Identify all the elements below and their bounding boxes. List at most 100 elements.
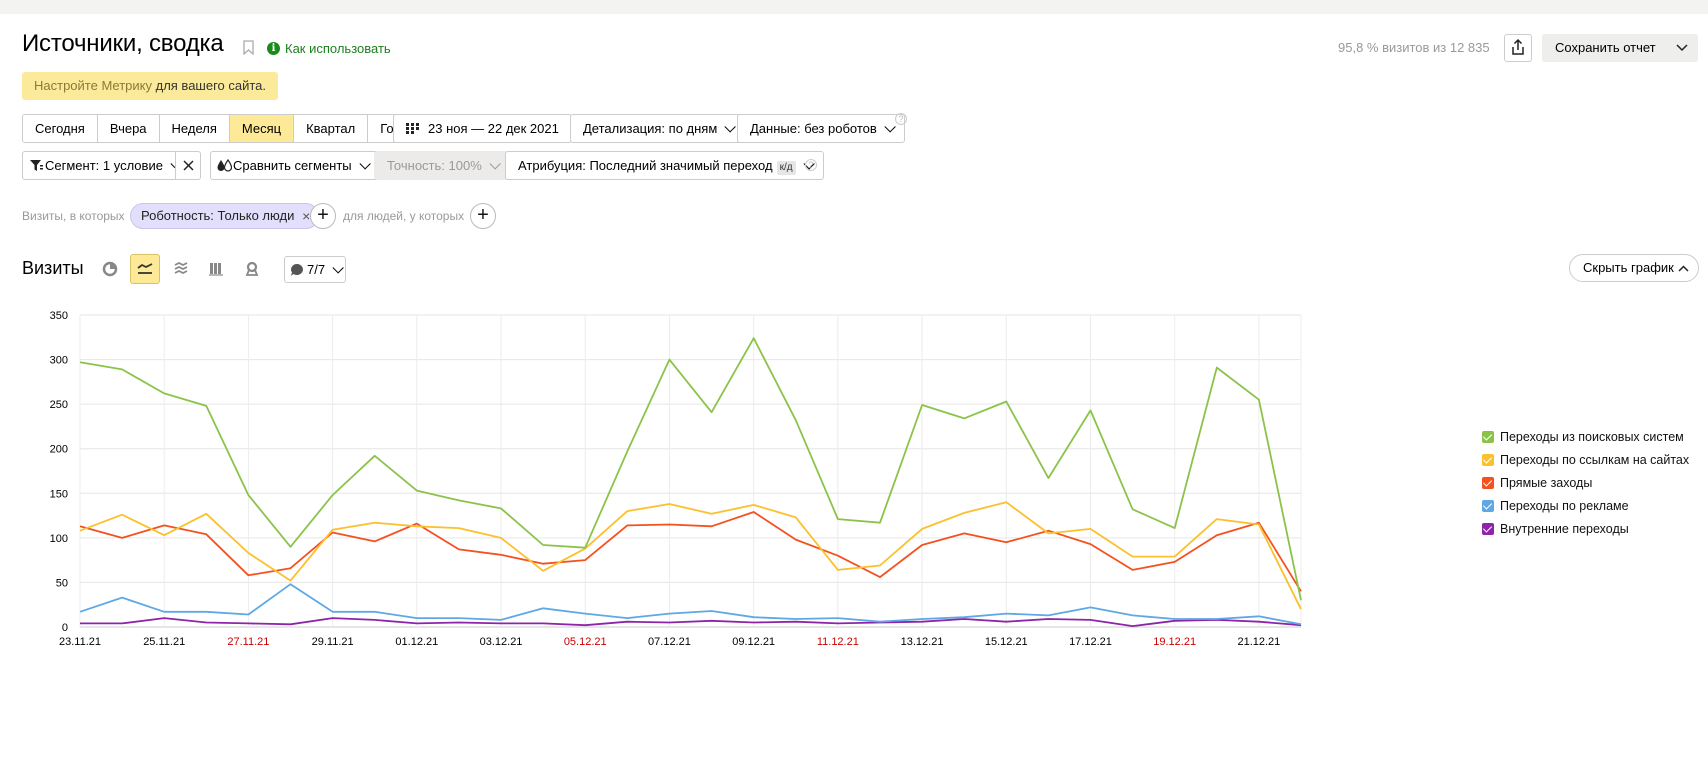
- page-title: Источники, сводка: [22, 30, 224, 57]
- y-tick-label: 50: [56, 577, 68, 589]
- x-tick-label: 01.12.21: [395, 636, 438, 648]
- chip-close-icon[interactable]: ×: [302, 208, 311, 224]
- comment-icon: [291, 264, 303, 276]
- legend-label: Переходы из поисковых систем: [1500, 430, 1684, 444]
- filter-chip[interactable]: Роботность: Только люди ×: [130, 203, 320, 229]
- x-tick-label: 19.12.21: [1153, 636, 1196, 648]
- legend-label: Переходы по ссылкам на сайтах: [1500, 453, 1690, 467]
- y-tick-label: 100: [50, 533, 68, 545]
- period-month[interactable]: Месяц: [229, 115, 295, 142]
- legend-item[interactable]: Переходы из поисковых систем: [1482, 430, 1689, 453]
- help-icon[interactable]: ?: [805, 159, 817, 171]
- bar-chart-icon: [209, 263, 223, 276]
- help-icon[interactable]: ?: [895, 113, 907, 125]
- chart-title: Визиты: [22, 258, 84, 278]
- bookmark-icon[interactable]: [243, 40, 254, 55]
- period-week[interactable]: Неделя: [159, 115, 230, 142]
- close-icon: [183, 160, 194, 171]
- comments-count: 7/7: [307, 262, 326, 277]
- legend-checkbox[interactable]: [1482, 454, 1494, 466]
- area-chart-icon: [174, 261, 188, 275]
- x-tick-label: 13.12.21: [901, 636, 944, 648]
- chevron-down-icon: [359, 158, 371, 170]
- detail-label: Детализация: по дням: [583, 121, 718, 136]
- visits-filter-label: Визиты, в которых: [22, 209, 125, 223]
- x-tick-label: 23.11.21: [59, 636, 101, 648]
- data-filter-label: Данные: без роботов: [750, 121, 877, 136]
- y-tick-label: 350: [50, 310, 68, 322]
- legend-item[interactable]: Переходы по ссылкам на сайтах: [1482, 453, 1689, 476]
- series-line: [80, 617, 1302, 628]
- pie-chart-button[interactable]: [95, 254, 125, 284]
- x-tick-label: 29.11.21: [312, 636, 354, 648]
- legend-checkbox[interactable]: [1482, 523, 1494, 535]
- line-chart-button[interactable]: [130, 254, 160, 284]
- date-range-button[interactable]: 23 ноя — 22 дек 2021: [393, 114, 572, 143]
- filter-icon: [30, 160, 43, 171]
- x-tick-label: 15.12.21: [985, 636, 1028, 648]
- date-range-label: 23 ноя — 22 дек 2021: [428, 121, 559, 136]
- legend-label: Внутренние переходы: [1500, 522, 1629, 536]
- chevron-down-icon: [884, 121, 896, 133]
- series-line: [79, 501, 1302, 610]
- add-visit-filter-button[interactable]: +: [310, 203, 336, 229]
- compare-segments-label: Сравнить сегменты: [233, 158, 352, 173]
- hide-graph-button[interactable]: Скрыть график: [1569, 254, 1699, 282]
- share-icon: [1512, 38, 1524, 55]
- chevron-down-icon: [332, 262, 344, 274]
- comments-dropdown[interactable]: 7/7: [284, 256, 346, 283]
- filter-chip-label: Роботность: Только люди: [141, 208, 295, 223]
- y-tick-label: 200: [50, 444, 68, 456]
- period-quarter[interactable]: Квартал: [294, 115, 369, 142]
- legend-item[interactable]: Переходы по рекламе: [1482, 499, 1689, 522]
- share-button[interactable]: [1504, 34, 1532, 62]
- info-icon: i: [267, 42, 280, 55]
- chevron-down-icon: [489, 158, 501, 170]
- calendar-icon: [406, 123, 419, 134]
- segment-dropdown[interactable]: Сегмент: 1 условие: [22, 151, 182, 180]
- setup-link[interactable]: Настройте Метрику: [34, 78, 152, 93]
- period-today[interactable]: Сегодня: [23, 115, 98, 142]
- legend-checkbox[interactable]: [1482, 500, 1494, 512]
- top-strip: [0, 0, 1708, 14]
- setup-notice-text: для вашего сайта.: [152, 78, 267, 93]
- x-tick-label: 27.11.21: [227, 636, 269, 648]
- hide-graph-label: Скрыть график: [1583, 260, 1674, 275]
- series-line: [79, 337, 1302, 601]
- detail-dropdown[interactable]: Детализация: по дням: [570, 114, 746, 143]
- map-chart-button[interactable]: [237, 254, 267, 284]
- attribution-tag: к/д: [776, 161, 796, 175]
- add-people-filter-button[interactable]: +: [470, 203, 496, 229]
- data-filter-dropdown[interactable]: Данные: без роботов: [737, 114, 905, 143]
- save-report-button[interactable]: Сохранить отчет: [1542, 34, 1698, 62]
- area-chart-button[interactable]: [166, 254, 196, 284]
- attribution-label: Атрибуция: Последний значимый переход: [518, 158, 773, 173]
- period-yesterday[interactable]: Вчера: [97, 115, 160, 142]
- chevron-down-icon: [724, 121, 737, 133]
- legend-checkbox[interactable]: [1482, 477, 1494, 489]
- setup-notice: Настройте Метрику для вашего сайта.: [22, 72, 279, 100]
- map-pin-icon: [245, 261, 259, 276]
- legend-item[interactable]: Прямые заходы: [1482, 476, 1689, 499]
- visits-share-text: 95,8 % визитов из 12 835: [1338, 40, 1490, 55]
- compare-drops-icon: [217, 159, 232, 172]
- chevron-up-icon: [1678, 265, 1689, 272]
- y-tick-label: 250: [50, 399, 68, 411]
- series-line: [79, 583, 1302, 626]
- segment-clear-button[interactable]: [175, 151, 201, 180]
- x-tick-label: 05.12.21: [564, 636, 607, 648]
- how-to-link[interactable]: Как использовать: [285, 41, 391, 56]
- period-selector: Сегодня Вчера Неделя Месяц Квартал Год: [22, 114, 414, 143]
- legend-checkbox[interactable]: [1482, 431, 1494, 443]
- people-filter-label: для людей, у которых: [343, 209, 465, 223]
- legend-item[interactable]: Внутренние переходы: [1482, 522, 1689, 545]
- x-tick-label: 07.12.21: [648, 636, 691, 648]
- compare-segments-dropdown[interactable]: Сравнить сегменты: [210, 151, 380, 180]
- pie-chart-icon: [102, 261, 118, 277]
- bar-chart-button[interactable]: [201, 254, 231, 284]
- save-report-label: Сохранить отчет: [1555, 40, 1656, 55]
- x-tick-label: 09.12.21: [732, 636, 775, 648]
- attribution-dropdown[interactable]: Атрибуция: Последний значимый переход к/д: [505, 151, 824, 180]
- accuracy-dropdown: Точность: 100%: [374, 151, 510, 180]
- y-tick-label: 300: [50, 355, 68, 367]
